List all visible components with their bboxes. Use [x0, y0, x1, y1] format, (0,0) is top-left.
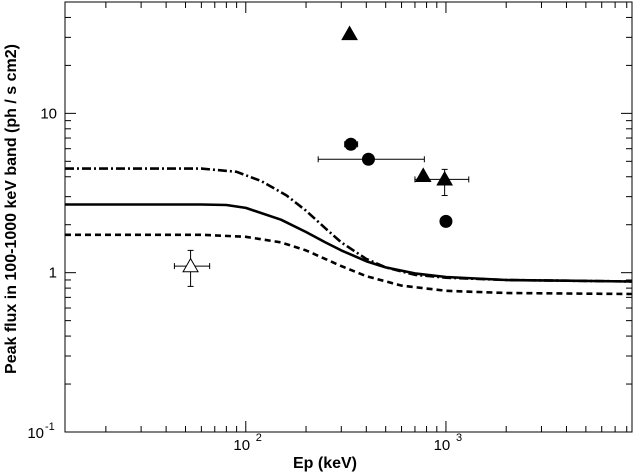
data-point-triangle	[436, 170, 454, 186]
curve-dash-dot	[65, 167, 633, 283]
y-tick-label: 10	[40, 105, 57, 122]
y-axis-title: Peak flux in 100-1000 keV band (ph / s c…	[3, 44, 20, 374]
x-axis-title: Ep (keV)	[293, 455, 357, 472]
x-tick-exponent: 3	[456, 432, 462, 444]
plot-frame	[64, 1, 633, 433]
curve-dashed	[65, 233, 633, 296]
data-points	[173, 25, 470, 287]
y-tick-label: 1	[49, 265, 57, 282]
x-tick-label: 10	[434, 437, 451, 454]
x-tick-exponent: 2	[256, 432, 262, 444]
data-point-triangle	[414, 167, 432, 183]
axis-ticks	[65, 1, 632, 433]
data-point-circle	[439, 214, 453, 228]
y-tick-label: 10	[27, 425, 44, 442]
curve-solid	[65, 203, 633, 283]
data-point-circle	[361, 152, 375, 166]
y-tick-exponent: -1	[45, 421, 55, 433]
data-point-triangle-open	[182, 257, 199, 273]
model-curves	[65, 167, 633, 296]
data-point-triangle	[341, 25, 358, 41]
x-tick-label: 10	[233, 437, 250, 454]
data-point-circle	[344, 137, 358, 151]
